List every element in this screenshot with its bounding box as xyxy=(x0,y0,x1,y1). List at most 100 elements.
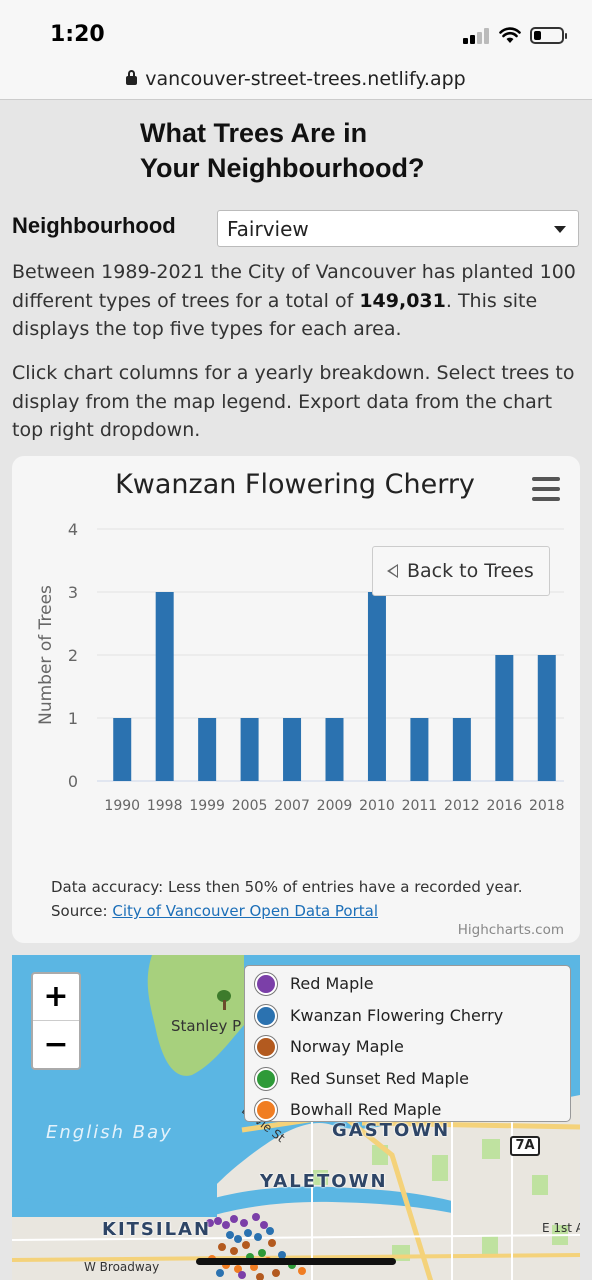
tree-marker[interactable] xyxy=(254,1233,262,1241)
tree-marker[interactable] xyxy=(240,1219,248,1227)
chart-bar-2016[interactable] xyxy=(495,655,514,781)
x-tick-label: 1998 xyxy=(147,798,183,814)
intro-text-after: . This site displays the top five types … xyxy=(12,289,538,341)
neighbourhood-label: Neighbourhood xyxy=(12,213,176,238)
tree-marker[interactable] xyxy=(234,1235,242,1243)
chart-title: Kwanzan Flowering Cherry xyxy=(115,469,475,500)
x-tick-label: 2007 xyxy=(274,798,310,814)
legend-marker-icon xyxy=(255,1067,277,1090)
x-tick-label: 2011 xyxy=(402,798,438,814)
tree-marker[interactable] xyxy=(252,1213,260,1221)
tree-marker[interactable] xyxy=(206,1219,214,1227)
x-tick-label: 2005 xyxy=(232,798,268,814)
legend-marker-icon xyxy=(255,1036,277,1058)
tree-marker[interactable] xyxy=(244,1229,252,1237)
tree-marker[interactable] xyxy=(242,1241,250,1249)
y-tick-label: 2 xyxy=(68,646,78,665)
x-tick-label: 2010 xyxy=(359,798,395,814)
chart-bar-2018[interactable] xyxy=(537,655,556,781)
tree-map[interactable]: + − Stanley P English Bay Davie St GASTO… xyxy=(12,955,580,1280)
chart-bar-1998[interactable] xyxy=(155,592,174,781)
x-tick-label: 2009 xyxy=(317,798,353,814)
tree-marker[interactable] xyxy=(216,1269,224,1277)
tree-marker[interactable] xyxy=(278,1251,286,1259)
legend-marker-icon xyxy=(255,1004,277,1027)
chart-y-axis-label: Number of Trees xyxy=(36,585,56,725)
legend-label: Red Maple xyxy=(290,974,374,993)
zoom-in-button[interactable]: + xyxy=(33,974,79,1021)
intro-text-before: Between 1989-2021 the City of Vancouver … xyxy=(12,261,576,312)
chart-bar-2010[interactable] xyxy=(367,592,386,781)
x-tick-label: 1999 xyxy=(189,798,225,814)
route-shield-7a: 7A xyxy=(510,1136,540,1156)
tree-marker[interactable] xyxy=(298,1267,306,1275)
caption-source-prefix: Source: xyxy=(51,902,113,920)
url-bar[interactable]: vancouver-street-trees.netlify.app xyxy=(0,62,592,100)
status-time: 1:20 xyxy=(50,22,105,47)
map-label-kitsilano: KITSILAN xyxy=(102,1219,212,1240)
neighbourhood-select[interactable]: Fairview xyxy=(217,210,579,247)
chart-bar-2005[interactable] xyxy=(240,718,259,781)
chart-bar-1999[interactable] xyxy=(198,718,217,781)
x-tick-label: 1990 xyxy=(104,798,140,814)
chart-bar-2011[interactable] xyxy=(410,718,429,781)
zoom-out-button[interactable]: − xyxy=(43,1027,69,1062)
tree-marker[interactable] xyxy=(250,1263,258,1271)
tree-marker[interactable] xyxy=(266,1227,274,1235)
caret-down-icon xyxy=(554,226,566,233)
tree-marker[interactable] xyxy=(230,1247,238,1255)
source-link[interactable]: City of Vancouver Open Data Portal xyxy=(112,902,379,920)
tree-marker[interactable] xyxy=(256,1273,264,1280)
tree-marker[interactable] xyxy=(230,1215,238,1223)
y-tick-label: 4 xyxy=(68,520,78,539)
tree-marker[interactable] xyxy=(272,1269,280,1277)
tree-marker[interactable] xyxy=(238,1271,246,1279)
chart-bar-2012[interactable] xyxy=(452,718,471,781)
highcharts-credits[interactable]: Highcharts.com xyxy=(457,922,564,938)
chart-bar-1990[interactable] xyxy=(113,718,132,781)
arrow-left-icon xyxy=(387,564,398,578)
chart-card: Kwanzan Flowering Cherry Number of Trees… xyxy=(12,456,580,943)
legend-label: Red Sunset Red Maple xyxy=(290,1068,469,1088)
url-display[interactable]: vancouver-street-trees.netlify.app xyxy=(126,68,466,90)
tree-marker[interactable] xyxy=(258,1249,266,1257)
page-title-line2: Your Neighbourhood? xyxy=(140,153,425,183)
legend-label: Norway Maple xyxy=(290,1037,404,1056)
chart-caption: Data accuracy: Less then 50% of entries … xyxy=(51,875,523,923)
zoom-control: + − xyxy=(31,972,81,1070)
legend-label: Bowhall Red Maple xyxy=(290,1100,442,1119)
x-tick-label: 2012 xyxy=(444,798,480,814)
tree-marker[interactable] xyxy=(218,1243,226,1251)
tree-marker[interactable] xyxy=(214,1217,222,1225)
map-legend: Red Maple Kwanzan Flowering Cherry Norway … xyxy=(244,965,571,1122)
caption-source: Source: City of Vancouver Open Data Port… xyxy=(51,899,523,923)
page-title: What Trees Are in Your Neighbourhood? xyxy=(140,116,480,186)
tree-marker[interactable] xyxy=(226,1231,234,1239)
x-tick-label: 2018 xyxy=(529,798,565,814)
page-title-line1: What Trees Are in xyxy=(140,118,368,148)
y-tick-label: 0 xyxy=(68,772,78,791)
tree-marker[interactable] xyxy=(234,1265,242,1273)
url-text: vancouver-street-trees.netlify.app xyxy=(145,68,466,90)
caption-accuracy: Data accuracy: Less then 50% of entries … xyxy=(51,878,523,896)
back-to-trees-button[interactable]: Back to Trees xyxy=(372,546,550,596)
legend-marker-icon xyxy=(255,973,277,995)
intro-total: 149,031 xyxy=(359,289,446,312)
home-indicator xyxy=(196,1258,396,1265)
chart-bar-2009[interactable] xyxy=(325,718,344,781)
map-label-w-broadway: W Broadway xyxy=(84,1260,160,1274)
tree-marker[interactable] xyxy=(222,1221,230,1229)
chart-bar-2007[interactable] xyxy=(283,718,302,781)
map-label-e-1st: E 1st A xyxy=(542,1221,580,1235)
tree-icon xyxy=(216,990,232,1010)
chart-menu-button[interactable] xyxy=(532,477,560,501)
intro-text: Between 1989-2021 the City of Vancouver … xyxy=(12,258,582,344)
neighbourhood-select-value: Fairview xyxy=(227,217,309,241)
tree-marker[interactable] xyxy=(268,1239,276,1247)
back-to-trees-label: Back to Trees xyxy=(407,560,534,582)
map-label-yaletown: YALETOWN xyxy=(260,1171,388,1192)
tree-marker[interactable] xyxy=(260,1221,268,1229)
y-tick-label: 1 xyxy=(68,709,78,728)
lock-icon xyxy=(126,70,138,85)
status-bar: 1:20 xyxy=(0,0,592,62)
